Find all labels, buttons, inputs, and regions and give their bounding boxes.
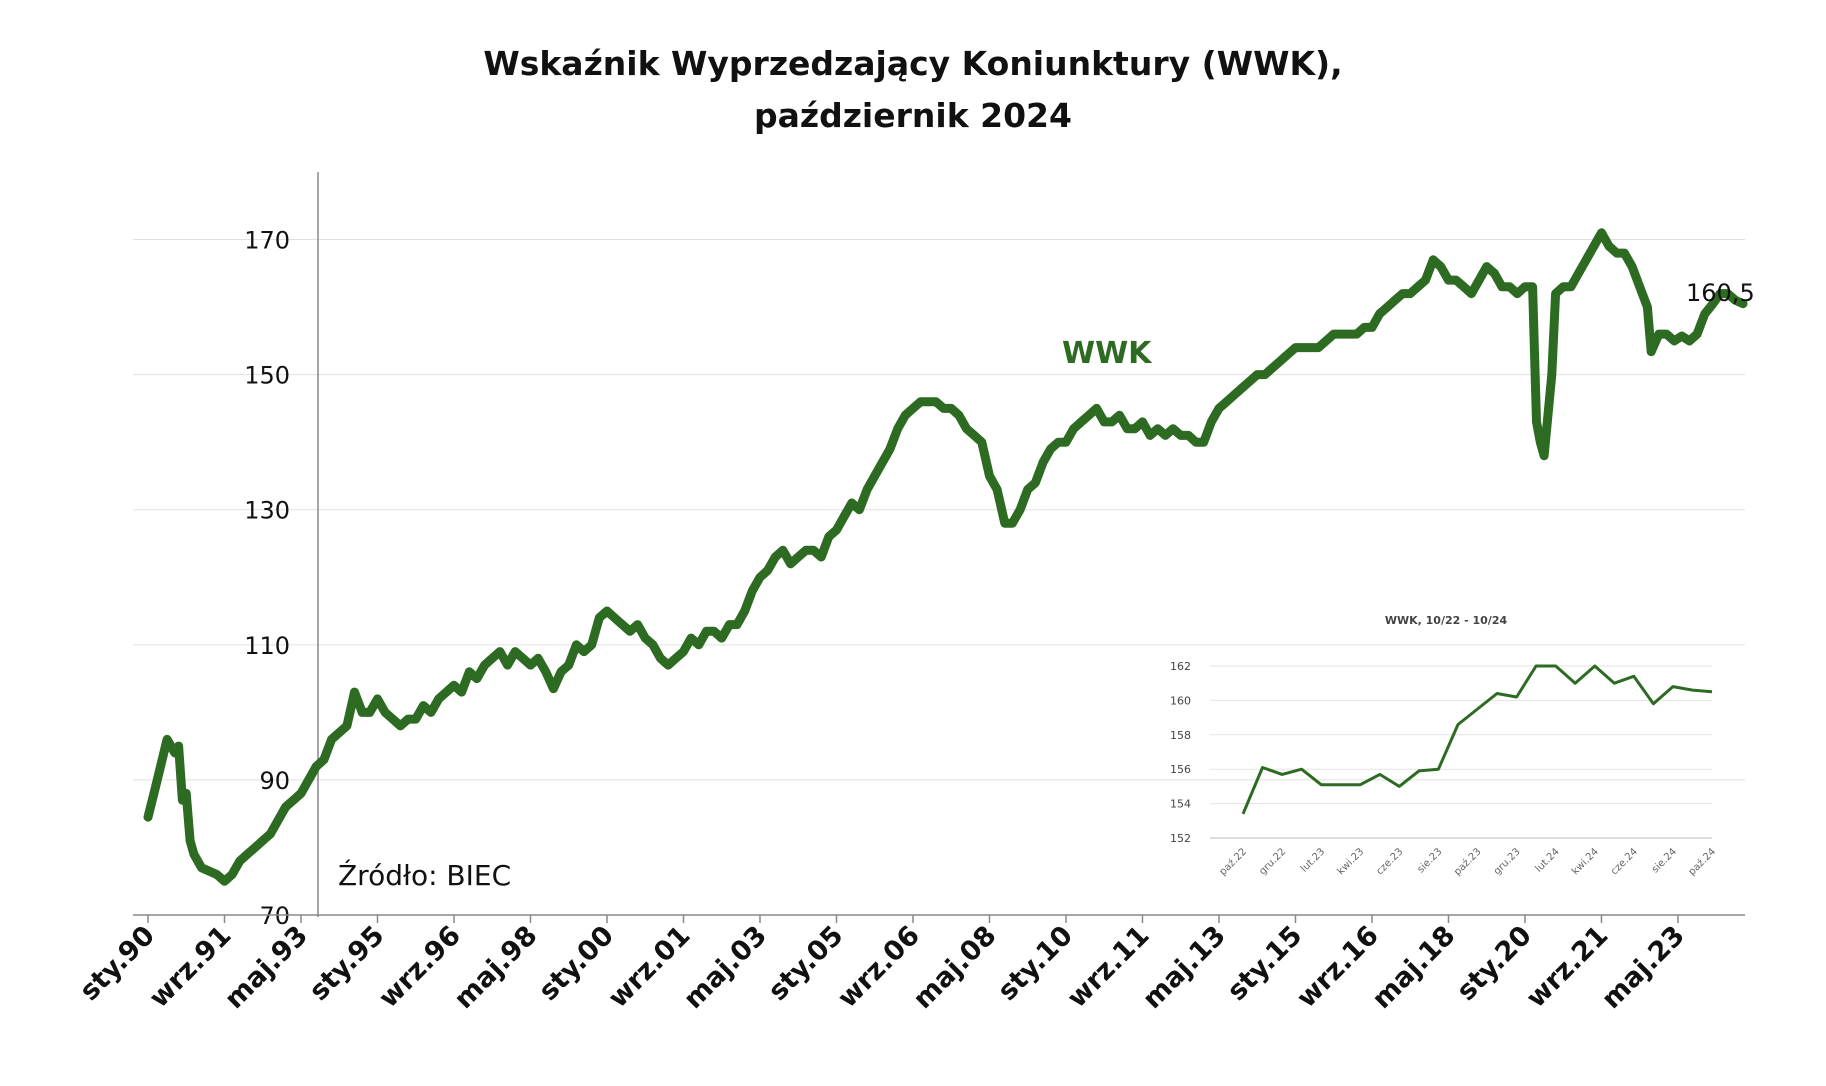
chart-title-line2: październik 2024 (754, 96, 1072, 135)
inset-x-tick-label: kwi.24 (1570, 846, 1601, 877)
x-tick-label: maj.18 (1366, 920, 1461, 1015)
x-tick-label: wrz.01 (603, 920, 697, 1014)
y-tick-label: 170 (244, 227, 290, 255)
chart-title-line1: Wskaźnik Wyprzedzający Koniunktury (WWK)… (483, 44, 1343, 83)
x-tick-label: wrz.06 (832, 920, 926, 1014)
inset-x-tick-label: gru.23 (1492, 846, 1523, 877)
inset-x-tick-label: paź.24 (1686, 846, 1718, 878)
x-tick-label: maj.23 (1596, 920, 1691, 1015)
x-tick-label: wrz.21 (1521, 920, 1615, 1014)
x-tick-label: wrz.16 (1291, 920, 1385, 1014)
inset-y-tick-label: 152 (1170, 832, 1191, 845)
x-tick-label: wrz.11 (1062, 920, 1156, 1014)
inset-x-tick-label: lut.23 (1299, 846, 1327, 874)
y-tick-label: 70 (259, 902, 290, 930)
y-tick-label: 150 (244, 362, 290, 390)
inset-x-tick-label: paź.23 (1451, 846, 1483, 878)
inset-x-tick-label: sie.23 (1416, 846, 1445, 875)
inset-y-tick-label: 160 (1170, 694, 1191, 707)
inset-y-tick-label: 154 (1170, 798, 1191, 811)
x-tick-label: wrz.91 (144, 920, 238, 1014)
inset-x-tick-label: paź.22 (1217, 846, 1249, 878)
inset-x-tick-label: gru.22 (1257, 846, 1288, 877)
x-tick-label: maj.93 (219, 920, 314, 1015)
inset-x-tick-label: cze.24 (1609, 846, 1640, 877)
inset-x-tick-label: cze.23 (1374, 846, 1405, 877)
x-tick-label: wrz.96 (373, 920, 467, 1014)
inset-y-tick-label: 158 (1170, 729, 1191, 742)
y-tick-label: 90 (259, 767, 290, 795)
y-tick-label: 110 (244, 632, 290, 660)
y-tick-label: 130 (244, 497, 290, 525)
inset-y-tick-label: 162 (1170, 660, 1191, 673)
x-tick-label: maj.03 (678, 920, 773, 1015)
inset-series-line (1241, 664, 1713, 815)
x-tick-label: maj.98 (448, 920, 543, 1015)
x-tick-label: maj.08 (907, 920, 1002, 1015)
series-label-wwk: WWK (1062, 336, 1153, 371)
inset-x-tick-label: sie.24 (1650, 846, 1679, 875)
inset-y-tick-label: 156 (1170, 763, 1191, 776)
last-value-label: 160,5 (1686, 279, 1755, 307)
series-line-wwk (143, 228, 1748, 886)
x-tick-label: maj.13 (1137, 920, 1232, 1015)
source-label: Źródło: BIEC (338, 858, 511, 892)
inset-x-tick-label: kwi.23 (1336, 846, 1367, 877)
inset-title: WWK, 10/22 - 10/24 (1385, 614, 1508, 627)
inset-x-tick-label: lut.24 (1534, 846, 1562, 874)
